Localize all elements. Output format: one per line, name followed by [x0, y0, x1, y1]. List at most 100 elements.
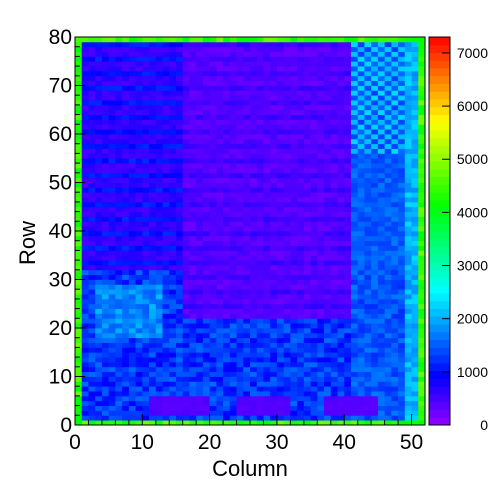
heatmap-cell — [216, 109, 224, 115]
heatmap-cell — [270, 75, 278, 82]
heatmap-cell — [216, 172, 224, 179]
heatmap-cell — [290, 255, 298, 261]
heatmap-cell — [175, 66, 184, 72]
heatmap-cell — [303, 260, 311, 266]
heatmap-cell — [108, 46, 116, 52]
heatmap-cell — [202, 148, 211, 154]
heatmap-cell — [223, 245, 231, 251]
heatmap-cell — [330, 361, 338, 368]
heatmap-cell — [122, 80, 130, 86]
heatmap-cell — [364, 255, 372, 261]
heatmap-cell — [364, 182, 372, 188]
heatmap-cell — [108, 240, 116, 246]
heatmap-cell — [223, 197, 231, 203]
heatmap-cell — [411, 279, 419, 285]
heatmap-cell — [317, 420, 325, 426]
heatmap-cell — [88, 182, 96, 188]
heatmap-cell — [256, 289, 264, 295]
heatmap-cell — [175, 70, 184, 77]
heatmap-cell — [303, 328, 311, 334]
heatmap-cell — [404, 192, 412, 198]
heatmap-cell — [229, 337, 237, 343]
heatmap-cell — [377, 226, 386, 232]
heatmap-cell — [270, 158, 278, 164]
heatmap-cell — [350, 226, 359, 232]
heatmap-cell — [317, 167, 325, 174]
heatmap-cell — [263, 250, 271, 256]
heatmap-cell — [256, 177, 264, 183]
heatmap-cell — [101, 46, 110, 52]
heatmap-cell — [115, 37, 123, 43]
heatmap-cell — [115, 201, 123, 208]
heatmap-cell — [324, 37, 332, 43]
heatmap-cell — [81, 386, 89, 392]
heatmap-cell — [202, 255, 211, 261]
heatmap-cell — [189, 342, 197, 348]
heatmap-cell — [75, 201, 83, 208]
heatmap-cell — [371, 104, 379, 111]
heatmap-cell — [88, 361, 96, 368]
heatmap-cell — [115, 303, 123, 309]
heatmap-cell — [330, 148, 338, 154]
heatmap-cell — [391, 66, 399, 72]
heatmap-cell — [135, 323, 143, 329]
heatmap-cell — [95, 303, 103, 309]
heatmap-cell — [135, 167, 143, 174]
heatmap-cell — [290, 391, 298, 397]
heatmap-cell — [223, 221, 231, 227]
heatmap-cell — [162, 51, 170, 57]
heatmap-cell — [371, 138, 379, 145]
heatmap-cell — [162, 255, 170, 261]
heatmap-cell — [243, 51, 251, 57]
heatmap-cell — [182, 192, 190, 198]
heatmap-cell — [270, 41, 278, 48]
heatmap-cell — [135, 391, 143, 397]
heatmap-cell — [391, 134, 399, 140]
heatmap-cell — [202, 298, 211, 305]
heatmap-cell — [216, 279, 224, 285]
heatmap-cell — [155, 172, 163, 179]
heatmap-cell — [128, 206, 136, 212]
heatmap-cell — [371, 279, 379, 285]
heatmap-cell — [337, 177, 345, 183]
heatmap-cell — [229, 255, 237, 261]
heatmap-cell — [155, 313, 163, 319]
heatmap-cell — [263, 337, 271, 343]
heatmap-cell — [149, 415, 157, 421]
heatmap-cell — [310, 85, 318, 91]
heatmap-cell — [81, 391, 89, 397]
heatmap-cell — [209, 104, 217, 111]
heatmap-cell — [364, 177, 372, 183]
heatmap-cell — [344, 163, 352, 169]
heatmap-cell — [229, 70, 237, 77]
heatmap-cell — [263, 318, 271, 324]
heatmap-cell — [344, 323, 352, 329]
heatmap-cell — [391, 192, 399, 198]
heatmap-cell — [270, 395, 278, 402]
heatmap-cell — [108, 177, 116, 183]
heatmap-cell — [411, 342, 419, 348]
heatmap-cell — [297, 250, 305, 256]
heatmap-cell — [189, 61, 197, 67]
heatmap-cell — [101, 158, 110, 164]
heatmap-cell — [101, 134, 110, 140]
heatmap-cell — [276, 95, 285, 101]
heatmap-cell — [182, 100, 190, 106]
heatmap-cell — [75, 143, 83, 149]
heatmap-cell — [263, 381, 271, 387]
heatmap-cell — [303, 37, 311, 43]
heatmap-cell — [88, 138, 96, 145]
heatmap-cell — [350, 66, 359, 72]
heatmap-cell — [202, 197, 211, 203]
heatmap-cell — [391, 95, 399, 101]
heatmap-cell — [169, 90, 177, 96]
heatmap-cell — [303, 70, 311, 77]
heatmap-cell — [196, 318, 204, 324]
heatmap-cell — [175, 391, 184, 397]
heatmap-cell — [122, 153, 130, 159]
heatmap-cell — [377, 415, 386, 421]
heatmap-cell — [202, 308, 211, 314]
heatmap-cell — [229, 318, 237, 324]
heatmap-cell — [95, 134, 103, 140]
